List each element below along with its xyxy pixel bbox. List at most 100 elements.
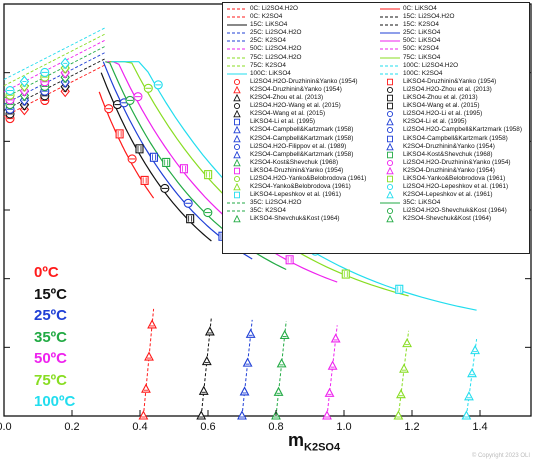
legend-symbol bbox=[227, 57, 247, 59]
legend-symbol bbox=[386, 166, 394, 175]
legend-symbol bbox=[386, 159, 394, 166]
legend-symbol bbox=[227, 16, 247, 18]
data-point-square bbox=[285, 255, 294, 265]
temperature-label: 15ºC bbox=[34, 285, 67, 303]
legend-label: Li2SO4.H2O-Druzhinin&Yanko (1954) bbox=[403, 158, 511, 166]
legend-label: 0C: LiKSO4 bbox=[403, 5, 437, 12]
legend-marker-triangle bbox=[386, 215, 394, 223]
legend-symbol bbox=[233, 126, 241, 134]
data-point-square bbox=[162, 157, 171, 167]
data-point-triangle bbox=[138, 410, 149, 420]
legend-marker-circle bbox=[386, 184, 394, 191]
legend-marker-square bbox=[387, 102, 393, 110]
k2so4-solubility-line bbox=[275, 321, 287, 417]
legend-symbol bbox=[380, 40, 400, 42]
data-point-triangle bbox=[204, 326, 215, 336]
legend-symbol bbox=[387, 135, 393, 142]
data-point-square bbox=[186, 214, 195, 224]
legend-label: LiKSO4-Lepeshkov et al. (1961) bbox=[250, 191, 341, 199]
data-point-triangle bbox=[464, 391, 474, 401]
li2so4-solubility-line bbox=[3, 51, 107, 105]
legend-symbol bbox=[233, 143, 241, 150]
data-point-triangle bbox=[196, 410, 207, 420]
legend-symbol bbox=[233, 85, 241, 94]
data-point-triangle bbox=[239, 386, 250, 396]
li2so4-solubility-line bbox=[3, 64, 107, 118]
legend-symbol bbox=[380, 202, 400, 204]
legend-symbol bbox=[227, 202, 247, 204]
legend-marker-triangle bbox=[233, 215, 241, 223]
legend-label: Li2SO4.H2O-Li et al. (1995) bbox=[403, 110, 483, 118]
legend-symbol bbox=[233, 215, 241, 223]
liKso4-solubility-curve bbox=[100, 72, 212, 242]
legend-marker-triangle bbox=[386, 191, 394, 199]
legend-symbol bbox=[386, 184, 394, 191]
legend-label: Li2SO4.H2O-Filippov et al. (1989) bbox=[250, 142, 347, 150]
legend-label: K2SO4-Zhou et al. (2013) bbox=[250, 94, 324, 102]
temperature-label: 50ºC bbox=[34, 350, 67, 367]
legend-label: LiKSO4-Yanko&Belobrodova (1961) bbox=[403, 174, 506, 182]
x-tick-label: 0.6 bbox=[200, 421, 215, 433]
legend-label: LiKSO4-Kost&Shevchuk (1968) bbox=[403, 150, 493, 158]
legend-label: 50C: LiKSO4 bbox=[403, 37, 441, 45]
legend-label: 35C: K2SO4 bbox=[250, 207, 286, 215]
x-axis-label: mK2SO4 bbox=[288, 430, 341, 454]
li2so4-solubility-line bbox=[3, 26, 107, 80]
legend-marker-triangle bbox=[386, 118, 394, 126]
legend-marker-square bbox=[387, 175, 393, 183]
legend-marker-triangle bbox=[233, 85, 241, 94]
data-point-triangle bbox=[198, 385, 209, 395]
legend-label: K2SO4-Yanko&Belobrodova (1961) bbox=[250, 183, 351, 191]
legend-marker-triangle bbox=[233, 150, 241, 158]
legend-label: 75C: LiKSO4 bbox=[403, 53, 441, 61]
legend-symbol bbox=[380, 8, 400, 10]
legend-symbol bbox=[233, 103, 241, 110]
legend-symbol bbox=[233, 134, 241, 142]
legend-label: Li2SO4.H2O-Campbell&Kartzmark (1958) bbox=[403, 126, 522, 134]
legend-symbol bbox=[386, 215, 394, 223]
legend-marker-triangle bbox=[233, 126, 241, 134]
legend-label: LiKSO4-Shevchuk&Kost (1964) bbox=[250, 215, 340, 223]
legend-symbol bbox=[227, 65, 247, 67]
data-point-triangle bbox=[399, 363, 409, 373]
legend-symbol bbox=[233, 183, 241, 191]
data-point-triangle bbox=[470, 344, 480, 355]
data-point-triangle bbox=[245, 328, 256, 338]
legend: 0C: Li2SO4.H2O 0C: K2SO4 15C: LiKSO4 25C: L… bbox=[222, 2, 530, 254]
data-point-square bbox=[179, 164, 188, 174]
li2so4-solubility-line bbox=[3, 57, 107, 111]
legend-label: LiKSO4-Druzhinin&Yanko (1954) bbox=[403, 77, 497, 85]
legend-label: 25C: Li2SO4.H2O bbox=[250, 29, 302, 37]
legend-symbol bbox=[227, 24, 247, 26]
legend-marker-circle bbox=[386, 127, 394, 134]
legend-symbol bbox=[387, 175, 393, 183]
data-point-triangle bbox=[330, 333, 341, 343]
legend-label: K2SO4-Campbell&Kartzmark (1958) bbox=[250, 150, 354, 158]
legend-symbol bbox=[227, 32, 247, 34]
legend-label: 100C: Li2SO4.H2O bbox=[403, 61, 459, 69]
data-point-triangle bbox=[327, 360, 338, 370]
legend-marker-circle bbox=[233, 78, 241, 85]
legend-marker-circle bbox=[386, 159, 394, 166]
legend-label: K2SO4-Lepeshkov et al. (1961) bbox=[403, 191, 493, 199]
legend-label: K2SO4-Li et al. (1995) bbox=[403, 118, 467, 126]
data-point-triangle bbox=[279, 329, 290, 340]
data-point-triangle bbox=[242, 357, 253, 367]
legend-marker-triangle bbox=[233, 158, 241, 167]
legend-marker-triangle bbox=[233, 134, 241, 142]
legend-label: 75C: K2SO4 bbox=[250, 61, 286, 69]
k2so4-solubility-line bbox=[465, 339, 478, 417]
legend-label: Li2SO4.H2O-Lepeshkov et al. (1961) bbox=[403, 183, 509, 191]
legend-symbol bbox=[227, 8, 247, 10]
legend-label: 25C: K2SO4 bbox=[250, 37, 286, 45]
legend-label: K2SO4-Druzhinin&Yanko (1954) bbox=[403, 166, 495, 174]
legend-symbol bbox=[380, 32, 400, 34]
legend-label: Li2SO4.H2O-Yanko&Belobrodova (1961) bbox=[250, 174, 367, 182]
legend-symbol bbox=[380, 57, 400, 59]
legend-label: K2SO4-Kost&Shevchuk (1968) bbox=[250, 158, 339, 166]
temperature-label: 75ºC bbox=[34, 371, 67, 389]
data-point-square bbox=[115, 129, 124, 139]
li2so4-solubility-line bbox=[3, 39, 107, 93]
legend-symbol bbox=[233, 158, 241, 167]
